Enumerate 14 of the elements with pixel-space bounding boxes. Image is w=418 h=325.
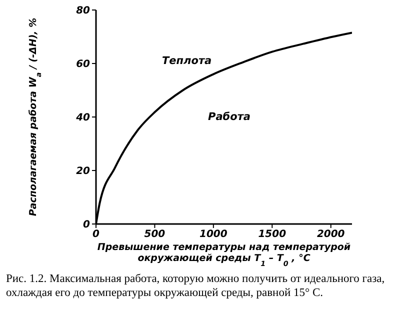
annotation: Работа (208, 111, 250, 123)
x-tick-label: 2000 (316, 229, 345, 240)
x-tick-label: 0 (92, 229, 100, 240)
y-tick-label: 80 (76, 6, 90, 17)
x-tick-label: 500 (144, 229, 166, 240)
annotation: Теплота (162, 55, 212, 67)
x-axis-title: Превышение температуры над температурой окружающей среды T$_{1}$ – T$_{0}$ , °C (97, 242, 351, 268)
y-tick-label: 60 (76, 59, 90, 70)
x-tick-label: 1500 (258, 229, 286, 240)
text: Рис. 1.2. Максимальная работа, которую можно получить от идеального газа, охлаждая его до температуры окружающей среды, равной 15° C. (6, 272, 386, 300)
x-tick-label: 1000 (200, 229, 228, 240)
y-tick-label: 40 (75, 112, 90, 124)
y-tick-label: 20 (76, 166, 90, 178)
y-tick-label: 0 (83, 220, 90, 231)
